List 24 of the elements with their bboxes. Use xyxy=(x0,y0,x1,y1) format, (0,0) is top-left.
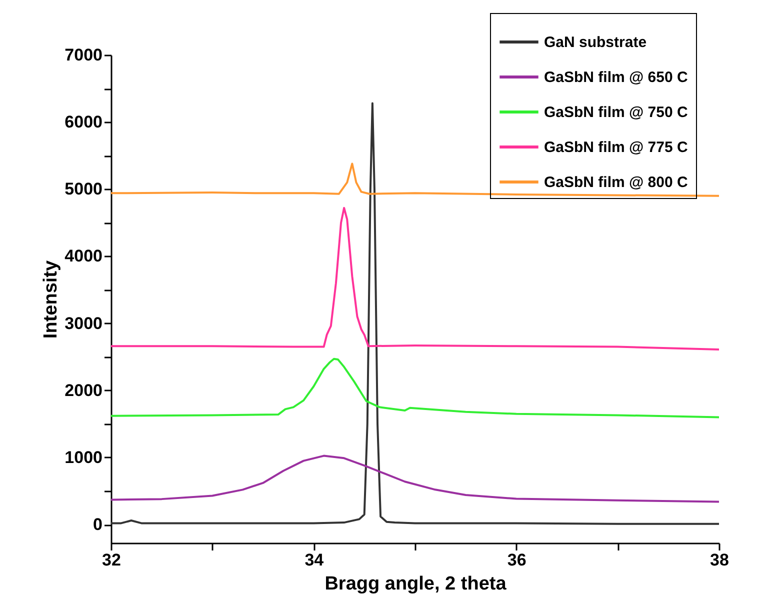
line-series xyxy=(111,162,719,197)
legend-label: GaSbN film @ 775 C xyxy=(544,139,688,156)
y-tick-label: 0 xyxy=(93,515,102,534)
legend-label: GaSbN film @ 650 C xyxy=(544,69,688,86)
y-axis-title: Intensity xyxy=(40,260,62,339)
y-tick-label: 6000 xyxy=(64,112,102,132)
y-tick-label: 2000 xyxy=(64,380,102,400)
y-tick-label: 1000 xyxy=(64,448,102,467)
line-series xyxy=(111,102,719,525)
y-tick-label: 4000 xyxy=(64,246,102,266)
x-tick-label: 34 xyxy=(304,550,324,570)
legend-label: GaSbN film @ 800 C xyxy=(544,174,688,191)
x-tick-label: 38 xyxy=(710,550,729,570)
x-tick-label: 32 xyxy=(102,550,121,570)
line-series xyxy=(111,358,719,418)
y-tick-label: 3000 xyxy=(64,314,102,333)
line-series xyxy=(111,454,719,503)
y-tick-label: 5000 xyxy=(64,180,102,199)
x-tick-label: 36 xyxy=(507,550,526,570)
legend-label: GaN substrate xyxy=(544,34,647,51)
line-series xyxy=(111,206,719,350)
y-tick-label: 7000 xyxy=(64,46,102,64)
legend-label: GaSbN film @ 750 C xyxy=(544,104,688,121)
x-axis-title: Bragg angle, 2 theta xyxy=(324,574,507,594)
